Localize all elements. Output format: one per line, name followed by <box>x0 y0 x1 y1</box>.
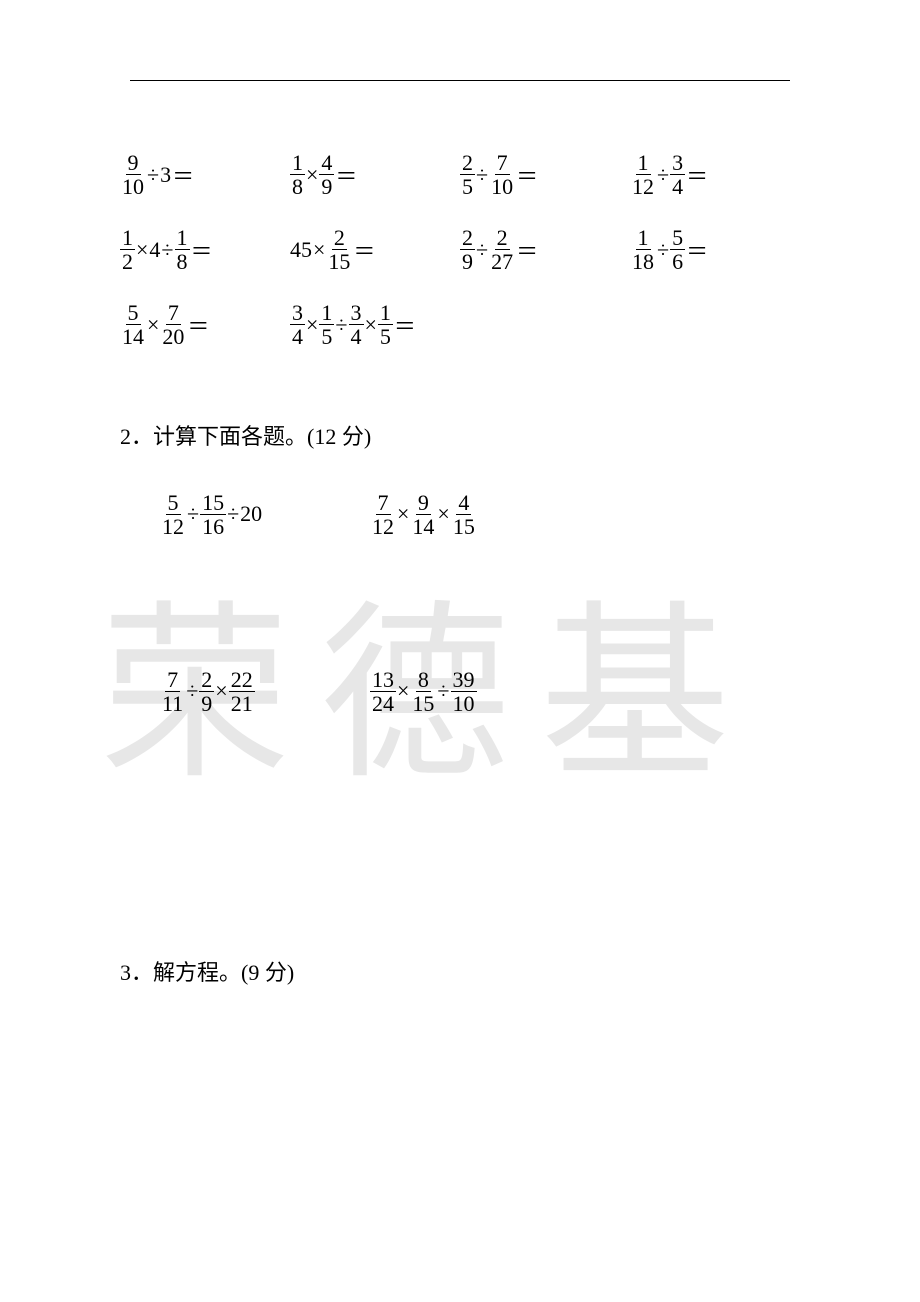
operator: × <box>146 312 160 338</box>
operator: ÷ <box>436 678 450 704</box>
fraction: 2221 <box>229 668 255 715</box>
fraction: 18 <box>290 151 305 198</box>
operator: ＝ <box>515 159 539 191</box>
fraction: 112 <box>630 151 656 198</box>
problem-cell: 512÷1516÷20 <box>160 491 370 538</box>
operator: ＝ <box>685 159 709 191</box>
section2-problems: 512÷1516÷20712×914×415711÷29×22211324×81… <box>120 491 800 715</box>
problem-row: 512÷1516÷20712×914×415 <box>120 491 800 538</box>
fraction: 512 <box>160 491 186 538</box>
operator: ÷ <box>475 162 489 188</box>
number: 3 <box>160 162 171 188</box>
fraction: 711 <box>160 668 185 715</box>
operator: ÷ <box>334 312 348 338</box>
content: 910÷3＝18×49＝25÷710＝112÷34＝12×4÷18＝45×215… <box>120 151 800 987</box>
fraction: 910 <box>120 151 146 198</box>
operator: × <box>364 312 378 338</box>
operator: ＝ <box>393 309 417 341</box>
fraction: 215 <box>326 226 352 273</box>
math-cell: 112÷34＝ <box>630 151 800 198</box>
number: 20 <box>240 501 262 527</box>
fraction: 712 <box>370 491 396 538</box>
fraction: 415 <box>451 491 477 538</box>
problem-cell: 1324×815÷3910 <box>370 668 630 715</box>
math-cell: 29÷227＝ <box>460 226 630 273</box>
operator: × <box>436 501 450 527</box>
fraction: 49 <box>319 151 334 198</box>
math-cell: 18×49＝ <box>290 151 460 198</box>
fraction: 914 <box>410 491 436 538</box>
problem-row: 711÷29×22211324×815÷3910 <box>120 668 800 715</box>
fraction: 34 <box>349 301 364 348</box>
fraction: 514 <box>120 301 146 348</box>
operator: × <box>396 501 410 527</box>
problem-cell: 712×914×415 <box>370 491 630 538</box>
math-cell: 25÷710＝ <box>460 151 630 198</box>
math-cell: 45×215＝ <box>290 226 460 273</box>
fraction: 227 <box>489 226 515 273</box>
operator: ＝ <box>190 234 214 266</box>
operator: × <box>305 162 319 188</box>
fraction: 3910 <box>451 668 477 715</box>
math-cell: 118÷56＝ <box>630 226 800 273</box>
fraction: 12 <box>120 226 135 273</box>
fraction: 29 <box>460 226 475 273</box>
operator: ＝ <box>685 234 709 266</box>
fraction: 720 <box>160 301 186 348</box>
fraction: 15 <box>378 301 393 348</box>
fraction: 56 <box>670 226 685 273</box>
section3-title: 3．解方程。(9 分) <box>120 955 800 987</box>
math-row: 12×4÷18＝45×215＝29÷227＝118÷56＝ <box>120 226 800 273</box>
operator: ÷ <box>656 162 670 188</box>
operator: ＝ <box>334 159 358 191</box>
operator: ÷ <box>226 501 240 527</box>
operator: ＝ <box>171 159 195 191</box>
fraction: 29 <box>199 668 214 715</box>
number: 45 <box>290 237 312 263</box>
fraction: 34 <box>290 301 305 348</box>
problem-cell: 711÷29×2221 <box>160 668 370 715</box>
operator: × <box>135 237 149 263</box>
math-cell: 514×720＝ <box>120 301 290 348</box>
operator: × <box>396 678 410 704</box>
fraction: 18 <box>175 226 190 273</box>
math-row: 514×720＝34×15÷34×15＝ <box>120 301 800 348</box>
fraction: 25 <box>460 151 475 198</box>
operator: ÷ <box>146 162 160 188</box>
fraction: 118 <box>630 226 656 273</box>
fraction: 1324 <box>370 668 396 715</box>
operator: × <box>312 237 326 263</box>
operator: × <box>305 312 319 338</box>
math-row: 910÷3＝18×49＝25÷710＝112÷34＝ <box>120 151 800 198</box>
operator: ÷ <box>185 678 199 704</box>
fraction: 815 <box>410 668 436 715</box>
operator: × <box>214 678 228 704</box>
fraction: 710 <box>489 151 515 198</box>
math-cell: 12×4÷18＝ <box>120 226 290 273</box>
operator: ÷ <box>656 237 670 263</box>
math-cell: 34×15÷34×15＝ <box>290 301 460 348</box>
math-cell: 910÷3＝ <box>120 151 290 198</box>
fraction: 15 <box>319 301 334 348</box>
operator: ＝ <box>186 309 210 341</box>
fraction: 1516 <box>200 491 226 538</box>
mental-math-block: 910÷3＝18×49＝25÷710＝112÷34＝12×4÷18＝45×215… <box>120 151 800 349</box>
top-rule <box>130 80 790 81</box>
number: 4 <box>149 237 160 263</box>
operator: ÷ <box>160 237 174 263</box>
operator: ÷ <box>475 237 489 263</box>
operator: ÷ <box>186 501 200 527</box>
section2-title: 2．计算下面各题。(12 分) <box>120 419 800 451</box>
operator: ＝ <box>352 234 376 266</box>
fraction: 34 <box>670 151 685 198</box>
operator: ＝ <box>515 234 539 266</box>
